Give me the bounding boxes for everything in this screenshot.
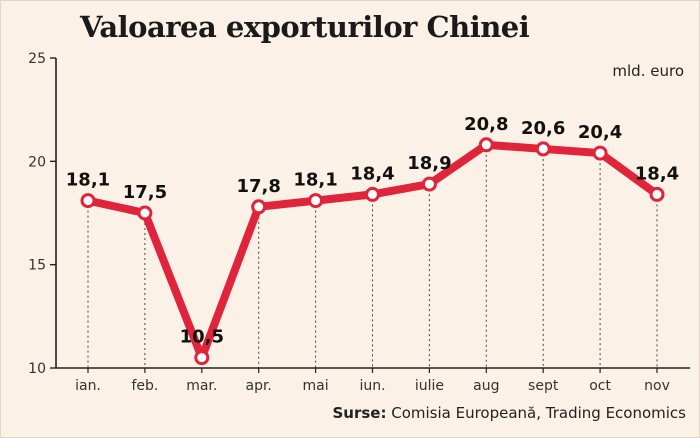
x-tick-label: feb. xyxy=(131,378,158,394)
data-label: 18,9 xyxy=(407,153,451,174)
data-label: 18,1 xyxy=(293,170,337,191)
y-tick-label: 25 xyxy=(28,51,46,67)
x-tick-label: mai xyxy=(303,378,329,394)
data-point xyxy=(308,193,324,209)
unit-label: mld. euro xyxy=(612,62,684,80)
data-label: 20,8 xyxy=(464,114,508,135)
data-point xyxy=(365,186,380,202)
x-tick-label: oct xyxy=(589,378,611,394)
data-label: 17,8 xyxy=(236,176,280,197)
x-tick-label: mar. xyxy=(186,378,217,394)
x-tick-label: iulie xyxy=(415,378,444,394)
data-point xyxy=(421,176,437,192)
data-point xyxy=(649,186,665,202)
x-tick-label: iun. xyxy=(359,378,385,394)
data-label: 18,1 xyxy=(66,170,110,191)
data-point xyxy=(478,137,494,153)
data-label: 20,6 xyxy=(521,118,565,139)
data-point xyxy=(535,141,551,157)
data-point xyxy=(194,350,210,366)
data-point xyxy=(137,205,153,221)
y-tick-label: 20 xyxy=(28,154,46,170)
y-tick-label: 15 xyxy=(28,258,46,274)
data-label: 20,4 xyxy=(578,122,622,143)
data-point xyxy=(592,145,608,161)
data-label: 17,5 xyxy=(123,182,167,203)
x-tick-label: apr. xyxy=(246,378,272,394)
x-tick-label: ian. xyxy=(75,378,101,394)
source-label: Surse: xyxy=(332,404,387,422)
source-text: Comisia Europeană, Trading Economics xyxy=(386,404,686,422)
source-note: Surse: Comisia Europeană, Trading Econom… xyxy=(332,404,686,422)
chart-title: Valoarea exporturilor Chinei xyxy=(80,10,530,44)
data-label: 18,4 xyxy=(350,163,394,184)
x-tick-label: aug xyxy=(473,378,499,394)
data-label: 18,4 xyxy=(635,163,679,184)
y-tick-label: 10 xyxy=(28,361,46,377)
x-tick-label: nov xyxy=(644,378,670,394)
data-point xyxy=(251,199,267,215)
data-label: 10,5 xyxy=(180,327,224,348)
x-tick-label: sept xyxy=(528,378,559,394)
data-point xyxy=(80,193,96,209)
